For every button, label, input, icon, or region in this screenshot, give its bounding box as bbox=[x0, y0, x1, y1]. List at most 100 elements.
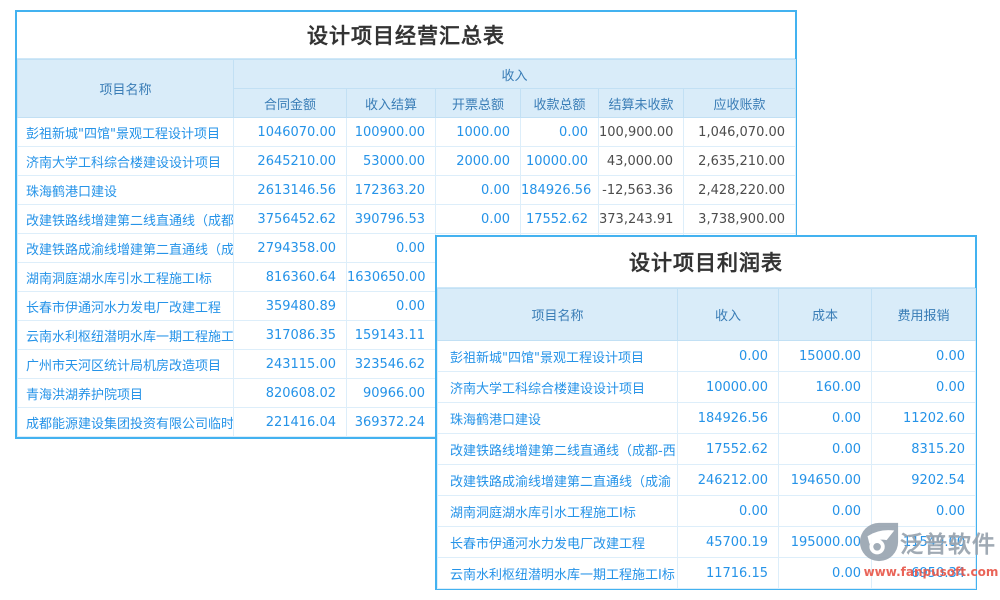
accounts-receivable-cell: 2,428,220.00 bbox=[682, 175, 797, 205]
profit-table-row: 云南水利枢纽潜明水库一期工程施工I标 11716.15 0.00 6950.34 bbox=[437, 557, 976, 589]
project-name-cell: 云南水利枢纽潜明水库一期工程施工 bbox=[17, 320, 234, 350]
profit-col-project: 项目名称 bbox=[437, 288, 678, 341]
income-cell: 11716.15 bbox=[677, 557, 779, 589]
project-name-cell: 改建铁路成渝线增建第二直通线（成 bbox=[17, 233, 234, 263]
invoiced-total-cell: 0.00 bbox=[435, 204, 521, 234]
profit-table-row: 珠海鹤港口建设 184926.56 0.00 11202.60 bbox=[437, 402, 976, 434]
income-settlement-cell: 53000.00 bbox=[346, 146, 436, 176]
income-cell: 45700.19 bbox=[677, 526, 779, 558]
project-name-cell: 长春市伊通河水力发电厂改建工程 bbox=[437, 526, 678, 558]
accounts-receivable-cell: 3,738,900.00 bbox=[682, 204, 797, 234]
invoiced-total-cell: 2000.00 bbox=[435, 146, 521, 176]
expense-cell: 0.00 bbox=[871, 495, 976, 527]
settled-unreceived-cell: 100,900.00 bbox=[598, 117, 684, 147]
project-name-cell: 彭祖新城"四馆"景观工程设计项目 bbox=[437, 340, 678, 372]
contract-amount-cell: 243115.00 bbox=[233, 349, 347, 379]
settled-unreceived-cell: 373,243.91 bbox=[598, 204, 684, 234]
summary-report-title: 设计项目经营汇总表 bbox=[17, 12, 795, 59]
contract-amount-cell: 820608.02 bbox=[233, 378, 347, 408]
profit-col-cost: 成本 bbox=[778, 288, 872, 341]
summary-col-contract: 合同金额 bbox=[233, 88, 347, 118]
income-settlement-cell: 369372.24 bbox=[346, 407, 436, 437]
profit-table-row: 湖南洞庭湖水库引水工程施工I标 0.00 0.00 0.00 bbox=[437, 495, 976, 527]
income-settlement-cell: 323546.62 bbox=[346, 349, 436, 379]
profit-table-row: 改建铁路成渝线增建第二直通线（成渝 246212.00 194650.00 92… bbox=[437, 464, 976, 496]
summary-col-received: 收款总额 bbox=[520, 88, 599, 118]
income-cell: 184926.56 bbox=[677, 402, 779, 434]
profit-table-row: 长春市伊通河水力发电厂改建工程 45700.19 195000.00 11549… bbox=[437, 526, 976, 558]
summary-report-panel: 设计项目经营汇总表 项目名称 收入 合同金额 收入结算 开票总额 收款总额 结算… bbox=[15, 10, 797, 439]
summary-col-receivable: 应收账款 bbox=[682, 88, 797, 118]
profit-table-row: 改建铁路线增建第二线直通线（成都-西 17552.62 0.00 8315.20 bbox=[437, 433, 976, 465]
summary-col-invoiced: 开票总额 bbox=[435, 88, 521, 118]
contract-amount-cell: 816360.64 bbox=[233, 262, 347, 292]
cost-cell: 160.00 bbox=[778, 371, 872, 403]
project-name-cell: 珠海鹤港口建设 bbox=[437, 402, 678, 434]
income-settlement-cell: 390796.53 bbox=[346, 204, 436, 234]
income-settlement-cell: 90966.00 bbox=[346, 378, 436, 408]
income-cell: 17552.62 bbox=[677, 433, 779, 465]
expense-cell: 9202.54 bbox=[871, 464, 976, 496]
income-settlement-cell: 1630650.00 bbox=[346, 262, 436, 292]
project-name-cell: 彭祖新城"四馆"景观工程设计项目 bbox=[17, 117, 234, 147]
received-total-cell: 184926.56 bbox=[520, 175, 599, 205]
expense-cell: 0.00 bbox=[871, 340, 976, 372]
profit-table-row: 彭祖新城"四馆"景观工程设计项目 0.00 15000.00 0.00 bbox=[437, 340, 976, 372]
summary-table: 项目名称 收入 合同金额 收入结算 开票总额 收款总额 结算未收款 应收账款 彭… bbox=[17, 59, 797, 437]
project-name-cell: 改建铁路线增建第二线直通线（成都-西 bbox=[437, 433, 678, 465]
cost-cell: 0.00 bbox=[778, 433, 872, 465]
accounts-receivable-cell: 2,635,210.00 bbox=[682, 146, 797, 176]
summary-col-income-group: 收入 bbox=[232, 59, 797, 89]
profit-table-row: 济南大学工科综合楼建设设计项目 10000.00 160.00 0.00 bbox=[437, 371, 976, 403]
project-name-cell: 改建铁路成渝线增建第二直通线（成渝 bbox=[437, 464, 678, 496]
income-settlement-cell: 172363.20 bbox=[346, 175, 436, 205]
profit-report-panel: 设计项目利润表 项目名称 收入 成本 费用报销 彭祖新城"四馆"景观工程设计项目… bbox=[435, 235, 977, 590]
project-name-cell: 改建铁路线增建第二线直通线（成都 bbox=[17, 204, 234, 234]
summary-table-row: 济南大学工科综合楼建设设计项目 2645210.00 53000.00 2000… bbox=[17, 146, 797, 176]
expense-cell: 11202.60 bbox=[871, 402, 976, 434]
summary-col-unsettled: 结算未收款 bbox=[598, 88, 684, 118]
received-total-cell: 0.00 bbox=[520, 117, 599, 147]
profit-col-expense: 费用报销 bbox=[871, 288, 976, 341]
contract-amount-cell: 221416.04 bbox=[233, 407, 347, 437]
project-name-cell: 长春市伊通河水力发电厂改建工程 bbox=[17, 291, 234, 321]
cost-cell: 0.00 bbox=[778, 495, 872, 527]
profit-col-income: 收入 bbox=[677, 288, 779, 341]
expense-cell: 8315.20 bbox=[871, 433, 976, 465]
summary-table-row: 彭祖新城"四馆"景观工程设计项目 1046070.00 100900.00 10… bbox=[17, 117, 797, 147]
received-total-cell: 10000.00 bbox=[520, 146, 599, 176]
income-settlement-cell: 100900.00 bbox=[346, 117, 436, 147]
settled-unreceived-cell: -12,563.36 bbox=[598, 175, 684, 205]
project-name-cell: 成都能源建设集团投资有限公司临时 bbox=[17, 407, 234, 437]
project-name-cell: 济南大学工科综合楼建设设计项目 bbox=[17, 146, 234, 176]
contract-amount-cell: 1046070.00 bbox=[233, 117, 347, 147]
cost-cell: 0.00 bbox=[778, 402, 872, 434]
project-name-cell: 湖南洞庭湖水库引水工程施工I标 bbox=[17, 262, 234, 292]
accounts-receivable-cell: 1,046,070.00 bbox=[682, 117, 797, 147]
project-name-cell: 湖南洞庭湖水库引水工程施工I标 bbox=[437, 495, 678, 527]
project-name-cell: 青海洪湖养护院项目 bbox=[17, 378, 234, 408]
profit-report-title: 设计项目利润表 bbox=[437, 237, 975, 288]
project-name-cell: 珠海鹤港口建设 bbox=[17, 175, 234, 205]
summary-table-row: 珠海鹤港口建设 2613146.56 172363.20 0.00 184926… bbox=[17, 175, 797, 205]
project-name-cell: 济南大学工科综合楼建设设计项目 bbox=[437, 371, 678, 403]
cost-cell: 15000.00 bbox=[778, 340, 872, 372]
invoiced-total-cell: 1000.00 bbox=[435, 117, 521, 147]
income-settlement-cell: 0.00 bbox=[346, 233, 436, 263]
income-cell: 0.00 bbox=[677, 495, 779, 527]
cost-cell: 194650.00 bbox=[778, 464, 872, 496]
expense-cell: 6950.34 bbox=[871, 557, 976, 589]
income-cell: 10000.00 bbox=[677, 371, 779, 403]
income-cell: 246212.00 bbox=[677, 464, 779, 496]
received-total-cell: 17552.62 bbox=[520, 204, 599, 234]
cost-cell: 0.00 bbox=[778, 557, 872, 589]
contract-amount-cell: 2613146.56 bbox=[233, 175, 347, 205]
contract-amount-cell: 2794358.00 bbox=[233, 233, 347, 263]
expense-cell: 0.00 bbox=[871, 371, 976, 403]
summary-table-row: 改建铁路线增建第二线直通线（成都 3756452.62 390796.53 0.… bbox=[17, 204, 797, 234]
contract-amount-cell: 3756452.62 bbox=[233, 204, 347, 234]
income-cell: 0.00 bbox=[677, 340, 779, 372]
invoiced-total-cell: 0.00 bbox=[435, 175, 521, 205]
summary-col-settlement: 收入结算 bbox=[346, 88, 436, 118]
